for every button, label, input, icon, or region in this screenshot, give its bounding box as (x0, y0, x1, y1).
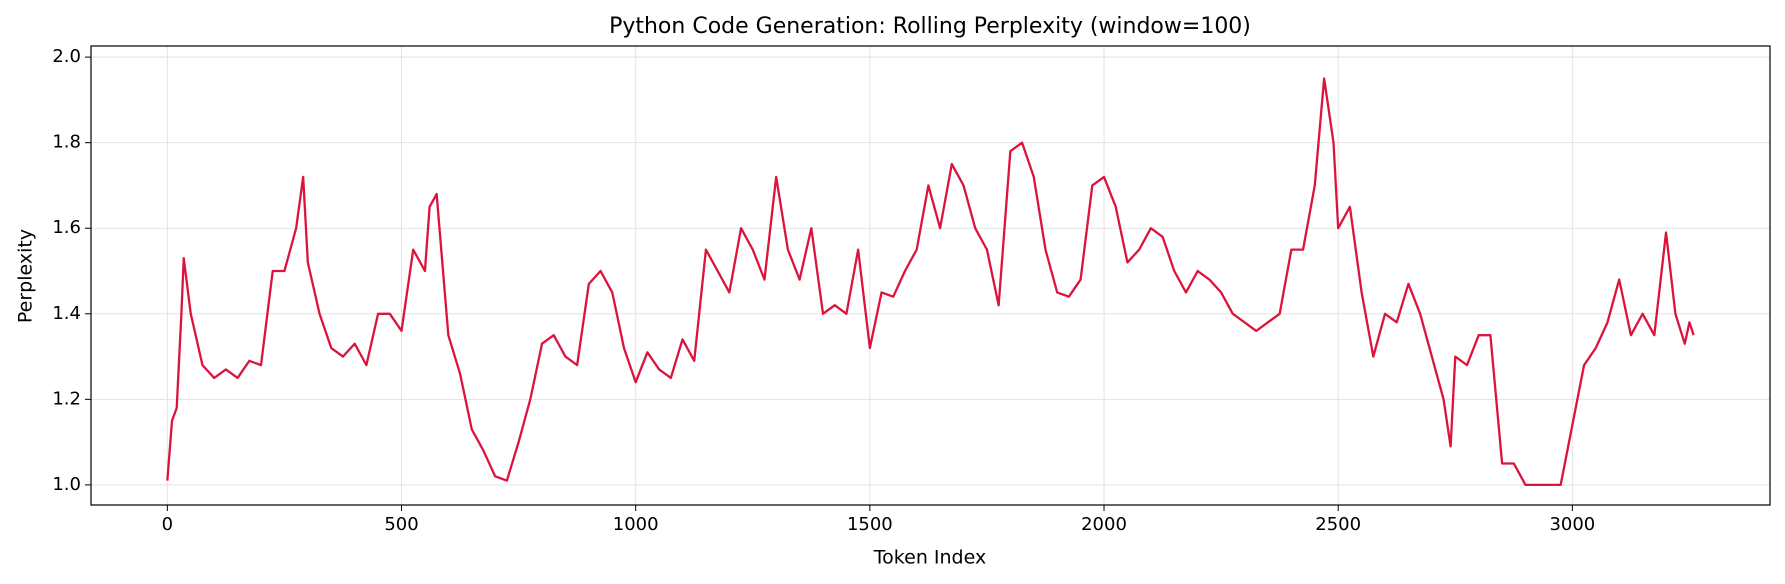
x-axis-label: Token Index (873, 547, 986, 569)
x-tick-label: 1000 (613, 514, 659, 535)
y-tick-label: 1.2 (52, 388, 81, 409)
x-tick-label: 0 (162, 514, 173, 535)
y-axis-label: Perplexity (15, 229, 37, 323)
x-tick-label: 3000 (1549, 514, 1595, 535)
x-tick-label: 2500 (1315, 514, 1361, 535)
x-tick-label: 500 (384, 514, 418, 535)
x-tick-label: 2000 (1081, 514, 1127, 535)
x-tick-label: 1500 (847, 514, 893, 535)
y-tick-label: 1.4 (52, 303, 81, 324)
y-tick-label: 1.8 (52, 132, 81, 153)
line (166, 77, 1695, 487)
plot-frame (90, 45, 1771, 506)
chart-title: Python Code Generation: Rolling Perplexi… (609, 14, 1251, 39)
y-tick-label: 1.6 (52, 217, 81, 238)
y-tick-label: 1.0 (52, 474, 81, 495)
y-tick-label: 2.0 (52, 46, 81, 67)
